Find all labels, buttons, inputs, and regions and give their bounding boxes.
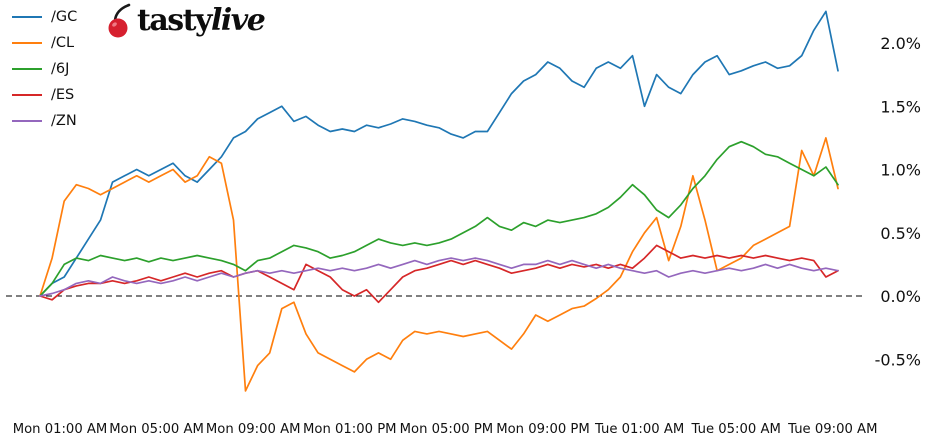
series-line-zn <box>39 257 839 297</box>
legend-item: /GC <box>12 4 77 30</box>
x-tick-label: Tue 09:00 AM <box>787 422 877 437</box>
x-tick-label: Tue 05:00 AM <box>691 422 781 437</box>
legend-swatch-cl <box>12 42 42 44</box>
x-tick-label: Tue 01:00 AM <box>594 422 684 437</box>
legend-label: /6J <box>51 60 70 77</box>
series-line-es <box>39 244 839 304</box>
brand-text-live: live <box>210 3 266 38</box>
x-tick-label: Mon 01:00 PM <box>303 422 397 437</box>
brand-text-tasty: tasty <box>137 3 212 38</box>
legend-item: /ES <box>12 82 77 108</box>
x-tick-label: Mon 09:00 AM <box>206 422 301 437</box>
y-tick-label: 2.0% <box>880 34 921 53</box>
x-tick-label: Mon 09:00 PM <box>496 422 590 437</box>
x-tick-label: Mon 05:00 AM <box>109 422 204 437</box>
legend-swatch-es <box>12 94 42 96</box>
legend-swatch-gc <box>12 16 42 18</box>
legend-item: /ZN <box>12 108 77 134</box>
legend-swatch-zn <box>12 120 42 122</box>
y-tick-label: 0.5% <box>880 224 921 243</box>
legend-item: /6J <box>12 56 77 82</box>
y-tick-label: 1.0% <box>880 161 921 180</box>
chart-legend: /GC /CL /6J /ES /ZN <box>12 4 77 134</box>
legend-swatch-6j <box>12 68 42 70</box>
y-tick-label: 0.0% <box>880 287 921 306</box>
legend-label: /ZN <box>51 112 77 129</box>
brand-logo: tastylive <box>106 0 266 42</box>
x-tick-label: Mon 05:00 PM <box>400 422 494 437</box>
y-tick-label: 1.5% <box>880 97 921 116</box>
series-line-6j <box>39 140 839 297</box>
legend-label: /GC <box>51 8 78 25</box>
legend-label: /ES <box>51 86 75 103</box>
cherry-icon <box>108 3 131 38</box>
legend-item: /CL <box>12 30 77 56</box>
legend-label: /CL <box>51 34 75 51</box>
brand-text: tastylive <box>137 3 266 38</box>
y-tick-label: -0.5% <box>875 350 921 369</box>
series-line-gc <box>39 10 839 297</box>
series-line-cl <box>39 137 839 392</box>
x-tick-label: Mon 01:00 AM <box>13 422 108 437</box>
